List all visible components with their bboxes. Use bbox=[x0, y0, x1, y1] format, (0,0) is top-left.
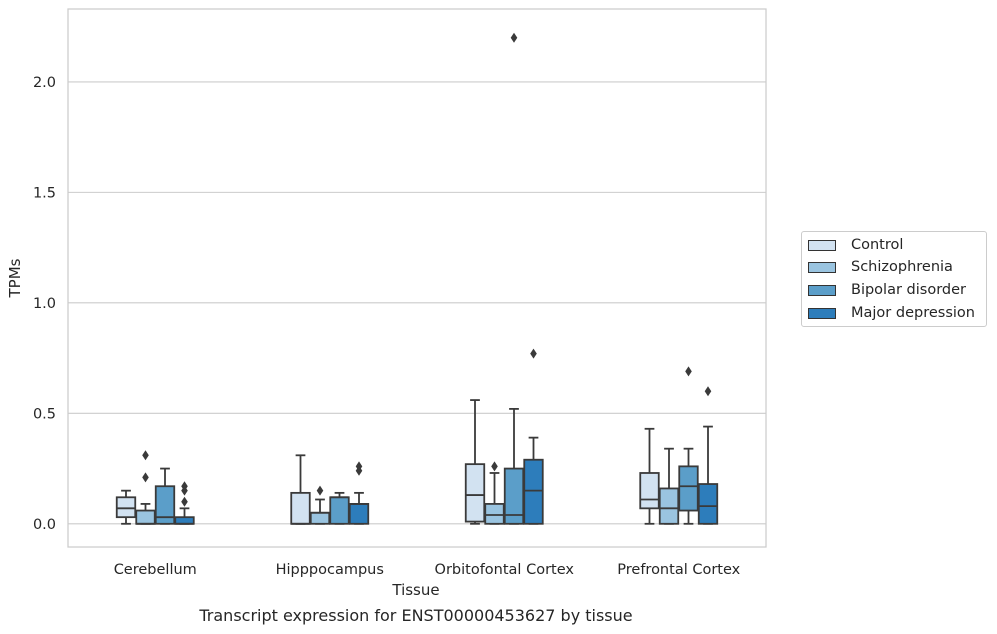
y-tick-label: 2.0 bbox=[33, 75, 56, 91]
outlier-marker bbox=[491, 461, 498, 472]
box-iqr bbox=[639, 472, 660, 510]
outlier-marker bbox=[181, 496, 188, 507]
box-orbitofontal-cortex-schizophrenia bbox=[484, 461, 505, 525]
box-iqr bbox=[348, 503, 370, 525]
legend-item-control: Control bbox=[808, 236, 903, 254]
series-control bbox=[115, 399, 660, 525]
outlier-marker bbox=[510, 32, 518, 43]
x-tick-labels: Cerebellum Hipppocampus Orbitofontal Corte… bbox=[114, 562, 741, 578]
legend-swatch-control bbox=[808, 239, 836, 251]
y-tick-label: 0.5 bbox=[33, 406, 56, 422]
gridlines bbox=[68, 81, 766, 525]
y-tick-label: 1.5 bbox=[33, 185, 56, 201]
legend-label-bipolar-disorder: Bipolar disorder bbox=[851, 282, 966, 298]
x-tick-label: Cerebellum bbox=[114, 562, 197, 578]
box-iqr bbox=[329, 496, 350, 525]
box-iqr bbox=[464, 463, 486, 523]
box-iqr bbox=[503, 467, 525, 525]
box-orbitofontal-cortex-control bbox=[464, 399, 486, 525]
box-prefrontal-cortex-control bbox=[639, 427, 660, 525]
legend-item-schizophrenia: Schizophrenia bbox=[808, 258, 953, 276]
x-tick-label: Hipppocampus bbox=[276, 562, 384, 578]
box-iqr bbox=[154, 485, 176, 525]
legend-label-major-depression: Major depression bbox=[851, 305, 975, 321]
box-cerebellum-major-depression bbox=[174, 481, 195, 525]
box-prefrontal-cortex-major-depression bbox=[697, 386, 719, 525]
legend-swatch-bipolar-disorder bbox=[808, 284, 836, 296]
box-iqr bbox=[174, 516, 195, 525]
x-tick-label: Orbitofontal Cortex bbox=[435, 562, 575, 578]
outlier-marker bbox=[142, 472, 149, 483]
outlier-marker bbox=[530, 348, 537, 359]
legend-swatch-schizophrenia bbox=[808, 261, 836, 273]
box-hipppocampus-schizophrenia bbox=[309, 485, 331, 525]
box-iqr bbox=[135, 509, 156, 525]
figure-caption: Transcript expression for ENST0000045362… bbox=[199, 606, 633, 625]
outlier-marker bbox=[142, 450, 149, 461]
box-iqr bbox=[309, 511, 331, 525]
box-iqr bbox=[678, 465, 699, 512]
box-iqr bbox=[484, 503, 505, 525]
box-orbitofontal-cortex-bipolar-disorder bbox=[503, 32, 525, 525]
legend-item-bipolar-disorder: Bipolar disorder bbox=[808, 281, 966, 299]
box-iqr bbox=[290, 491, 311, 525]
y-tick-labels: 0.0 0.5 1.0 1.5 2.0 bbox=[33, 75, 56, 533]
series-schizophrenia bbox=[135, 447, 680, 525]
y-axis-label: TPMs bbox=[6, 258, 24, 298]
box-cerebellum-schizophrenia bbox=[135, 450, 156, 525]
box-prefrontal-cortex-schizophrenia bbox=[658, 447, 680, 525]
legend: Control Schizophrenia Bipolar disorder M… bbox=[801, 231, 987, 327]
box-orbitofontal-cortex-major-depression bbox=[523, 348, 544, 525]
box-iqr bbox=[115, 496, 137, 519]
legend-item-major-depression: Major depression bbox=[808, 304, 975, 322]
box-cerebellum-control bbox=[115, 489, 137, 525]
box-hipppocampus-control bbox=[290, 454, 311, 525]
box-hipppocampus-major-depression bbox=[348, 461, 370, 525]
legend-label-control: Control bbox=[851, 237, 904, 253]
y-tick-label: 1.0 bbox=[33, 296, 56, 312]
box-cerebellum-bipolar-disorder bbox=[154, 467, 176, 525]
outlier-marker bbox=[181, 481, 188, 492]
legend-swatch-major-depression bbox=[808, 307, 836, 319]
plot-frame bbox=[67, 8, 767, 548]
outlier-marker bbox=[704, 386, 712, 397]
box-iqr bbox=[523, 458, 544, 525]
series-major-depression bbox=[174, 348, 719, 525]
outlier-marker bbox=[685, 366, 692, 377]
y-tick-label: 0.0 bbox=[33, 517, 56, 533]
outlier-marker bbox=[316, 485, 324, 496]
legend-label-schizophrenia: Schizophrenia bbox=[851, 259, 953, 275]
box-iqr bbox=[697, 483, 719, 525]
box-hipppocampus-bipolar-disorder bbox=[329, 491, 350, 525]
x-tick-label: Prefrontal Cortex bbox=[617, 562, 740, 578]
box-series bbox=[115, 32, 719, 525]
box-iqr bbox=[658, 487, 680, 525]
x-axis-label: Tissue bbox=[391, 581, 439, 599]
outlier-marker bbox=[355, 461, 363, 472]
series-bipolar-disorder bbox=[154, 32, 699, 525]
box-prefrontal-cortex-bipolar-disorder bbox=[678, 366, 699, 525]
